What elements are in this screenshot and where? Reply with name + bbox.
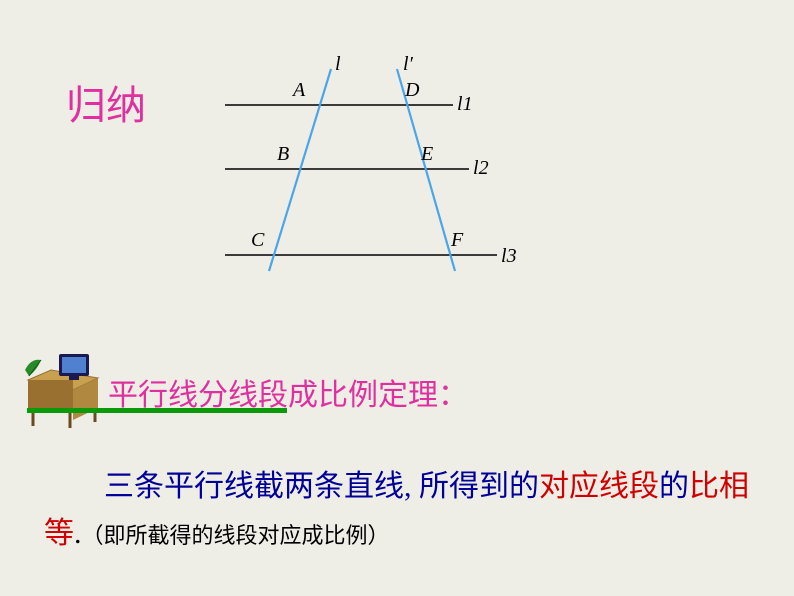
point-B: B xyxy=(277,143,289,166)
label-l: l xyxy=(335,53,341,76)
diagram-svg xyxy=(205,55,519,287)
label-l3: l3 xyxy=(501,245,517,268)
body-t3: . xyxy=(74,517,82,550)
body-r1: 对应线段 xyxy=(539,470,659,503)
point-E: E xyxy=(421,143,433,166)
label-lprime: l′ xyxy=(403,53,413,76)
body-t1: 三条平行线截两条直线, 所得到的 xyxy=(104,470,539,503)
body-paren: （即所截得的线段对应成比例） xyxy=(82,523,390,548)
title-underline xyxy=(27,408,287,413)
parallel-lines-diagram: l l′ l1 l2 l3 A D B E C F xyxy=(205,55,519,287)
theorem-body: 三条平行线截两条直线, 所得到的对应线段的比相等.（即所截得的线段对应成比例） xyxy=(44,464,752,557)
point-F: F xyxy=(451,229,463,252)
label-l1: l1 xyxy=(457,93,473,116)
body-t2: 的 xyxy=(659,470,689,503)
point-A: A xyxy=(293,79,305,102)
desk-computer-icon xyxy=(23,350,103,428)
label-l2: l2 xyxy=(473,157,489,180)
point-C: C xyxy=(251,229,264,252)
point-D: D xyxy=(405,79,419,102)
section-title: 归纳 xyxy=(66,73,146,131)
